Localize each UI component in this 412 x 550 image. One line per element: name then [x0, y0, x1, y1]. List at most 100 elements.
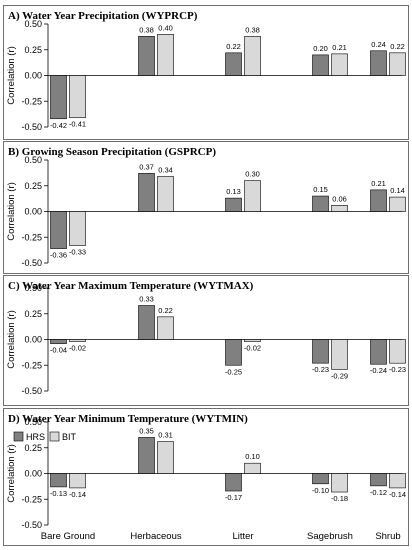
- y-tick-label: 0.50: [24, 417, 42, 427]
- y-tick-label: 0.50: [24, 19, 42, 29]
- y-tick-label: 0.00: [24, 71, 42, 81]
- data-label: -0.13: [50, 489, 67, 498]
- x-category-label: Bare Ground: [41, 531, 95, 542]
- data-label: -0.42: [50, 121, 67, 130]
- bar-hrs: [138, 437, 155, 474]
- data-label: -0.25: [225, 367, 242, 376]
- y-tick-label: -0.50: [21, 386, 42, 396]
- data-label: 0.10: [245, 452, 260, 461]
- data-label: 0.06: [332, 194, 347, 203]
- y-tick-label: -0.50: [21, 520, 42, 530]
- y-tick-label: -0.25: [21, 494, 42, 504]
- bar-bit: [331, 53, 348, 76]
- data-label: -0.29: [331, 371, 348, 380]
- data-label: 0.22: [390, 42, 405, 51]
- bar-hrs: [225, 52, 242, 76]
- bar-bit: [69, 211, 86, 246]
- data-label: 0.22: [226, 42, 241, 51]
- bar-hrs: [225, 339, 242, 366]
- bar-hrs: [50, 211, 67, 249]
- bar-hrs: [370, 339, 387, 365]
- y-tick-label: -0.50: [21, 258, 42, 268]
- bar-bit: [157, 33, 174, 76]
- data-label: 0.38: [139, 25, 154, 34]
- panel-frame-4: [3, 408, 409, 546]
- data-label: -0.41: [69, 120, 86, 129]
- data-label: 0.31: [158, 431, 173, 440]
- bar-bit: [331, 339, 348, 370]
- panel-title-3: C) Water Year Maximum Temperature (WYTMA…: [8, 280, 254, 292]
- y-axis-label-2: Correlation (r): [6, 182, 17, 241]
- y-axis-label-4: Correlation (r): [6, 444, 17, 503]
- panel-title-1: A) Water Year Precipitation (WYPRCP): [8, 10, 198, 22]
- data-label: 0.33: [139, 295, 154, 304]
- bar-hrs: [370, 50, 387, 76]
- bar-bit: [244, 339, 261, 342]
- bar-bit: [389, 196, 406, 212]
- bar-hrs: [312, 195, 329, 212]
- data-label: 0.30: [245, 170, 260, 179]
- data-label: 0.38: [245, 25, 260, 34]
- y-tick-label: 0.00: [24, 469, 42, 479]
- data-label: -0.17: [225, 493, 242, 502]
- bar-hrs: [225, 197, 242, 212]
- data-label: 0.21: [332, 43, 347, 52]
- bar-bit: [157, 316, 174, 340]
- x-category-label: Herbaceous: [130, 531, 181, 542]
- data-label: 0.20: [313, 44, 328, 53]
- y-tick-label: -0.25: [21, 96, 42, 106]
- data-label: -0.24: [370, 366, 387, 375]
- y-tick-label: -0.25: [21, 232, 42, 242]
- bar-bit: [244, 180, 261, 212]
- bar-bit: [157, 441, 174, 474]
- data-label: -0.14: [389, 490, 406, 499]
- bar-hrs: [370, 189, 387, 212]
- data-label: -0.10: [312, 486, 329, 495]
- bar-bit: [69, 75, 86, 119]
- data-label: 0.13: [226, 187, 241, 196]
- y-axis-label-1: Correlation (r): [6, 46, 17, 105]
- y-tick-label: 0.50: [24, 283, 42, 293]
- data-label: -0.14: [69, 490, 86, 499]
- data-label: 0.15: [313, 185, 328, 194]
- data-label: -0.12: [370, 488, 387, 497]
- bar-bit: [244, 36, 261, 76]
- bar-bit: [331, 205, 348, 212]
- panel-title-4: D) Water Year Minimum Temperature (WYTMI…: [8, 413, 248, 425]
- bar-hrs: [138, 173, 155, 212]
- bar-hrs: [312, 54, 329, 76]
- y-axis-label-3: Correlation (r): [6, 310, 17, 369]
- panel-title-2: B) Growing Season Precipitation (GSPRCP): [8, 146, 216, 158]
- data-label: 0.35: [139, 426, 154, 435]
- legend-swatch-hrs: [13, 431, 24, 442]
- data-label: 0.14: [390, 186, 405, 195]
- y-tick-label: 0.00: [24, 207, 42, 217]
- x-category-label: Shrub: [375, 531, 400, 542]
- data-label: -0.23: [312, 365, 329, 374]
- panel-frame-2: [3, 141, 409, 274]
- bar-hrs: [138, 36, 155, 76]
- y-tick-label: 0.00: [24, 335, 42, 345]
- bar-hrs: [370, 473, 387, 487]
- legend-swatch-bit: [49, 431, 60, 442]
- data-label: -0.18: [331, 494, 348, 503]
- legend-label-hrs: HRS: [26, 432, 45, 442]
- bar-hrs: [312, 473, 329, 485]
- bar-bit: [244, 462, 261, 474]
- panel-frame-3: [3, 275, 409, 406]
- y-tick-label: 0.25: [24, 309, 42, 319]
- y-tick-label: 0.25: [24, 45, 42, 55]
- data-label: 0.21: [371, 179, 386, 188]
- data-label: -0.23: [389, 365, 406, 374]
- x-category-label: Sagebrush: [307, 531, 353, 542]
- y-tick-label: 0.25: [24, 181, 42, 191]
- bar-hrs: [312, 339, 329, 364]
- data-label: 0.22: [158, 306, 173, 315]
- data-label: -0.36: [50, 251, 67, 260]
- bar-bit: [389, 52, 406, 76]
- data-label: -0.04: [50, 346, 67, 355]
- bar-hrs: [138, 305, 155, 340]
- y-tick-label: -0.25: [21, 360, 42, 370]
- data-label: -0.02: [69, 344, 86, 353]
